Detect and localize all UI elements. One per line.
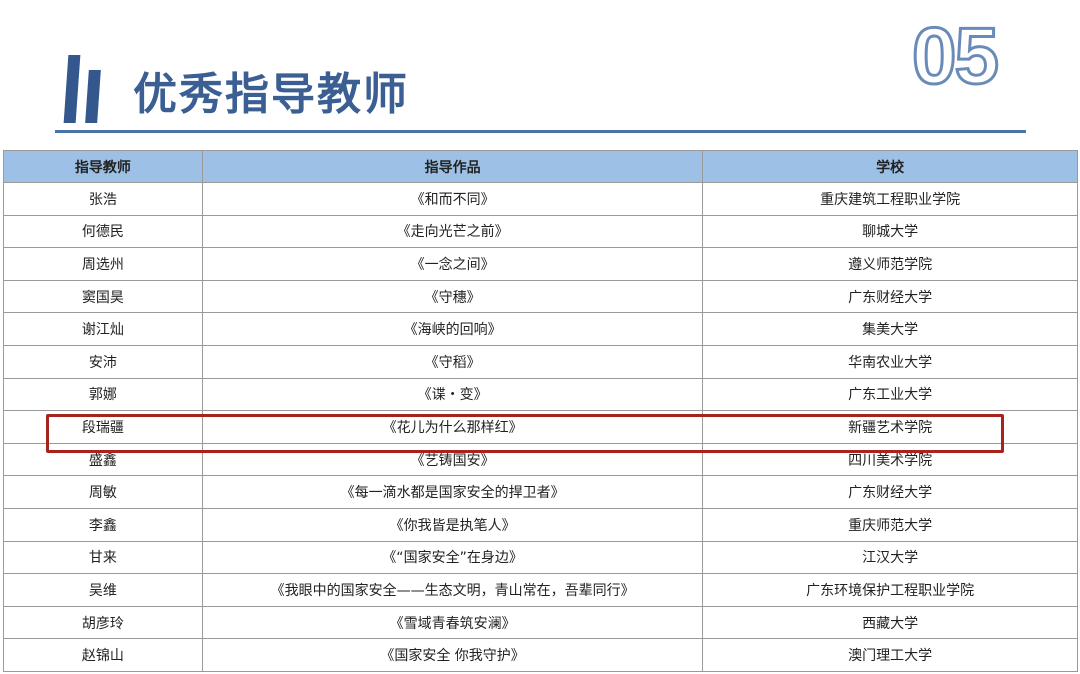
school-cell: 重庆建筑工程职业学院: [702, 182, 1078, 216]
teacher-cell: 李鑫: [3, 507, 203, 542]
work-cell: 《每一滴水都是国家安全的捍卫者》: [201, 475, 704, 509]
school-cell: 四川美术学院: [702, 442, 1078, 477]
school-cell: 澳门理工大学: [702, 638, 1078, 672]
work-cell: 《花儿为什么那样红》: [201, 410, 704, 444]
teacher-cell: 段瑞疆: [3, 410, 203, 444]
title-bar-decoration: [63, 55, 81, 123]
table-row: 盛鑫 《艺铸国安》 四川美术学院: [3, 442, 1078, 477]
work-cell: 《国家安全 你我守护》: [201, 638, 704, 672]
table-row: 窦国昊 《守穗》 广东财经大学: [3, 279, 1078, 314]
work-cell: 《一念之间》: [201, 247, 704, 281]
page-title: 优秀指导教师: [133, 69, 409, 120]
work-cell: 《你我皆是执笔人》: [201, 507, 704, 542]
teachers-table: 指导教师 指导作品 学校 张浩 《和而不同》 重庆建筑工程职业学院 何德民 《走向光芒之…: [3, 150, 1078, 672]
table-row: 安沛 《守稻》 华南农业大学: [3, 344, 1078, 379]
table-row: 甘来 《“国家安全”在身边》 江汉大学: [3, 540, 1078, 575]
teacher-cell: 谢江灿: [3, 312, 203, 346]
table-row: 段瑞疆 《花儿为什么那样红》 新疆艺术学院: [3, 410, 1078, 444]
teacher-cell: 何德民: [3, 214, 203, 249]
school-cell: 广东工业大学: [702, 377, 1078, 412]
teacher-cell: 甘来: [3, 540, 203, 575]
school-cell: 重庆师范大学: [702, 507, 1078, 542]
school-cell: 华南农业大学: [702, 344, 1078, 379]
work-cell: 《守穗》: [201, 279, 704, 314]
work-cell: 《艺铸国安》: [201, 442, 704, 477]
work-cell: 《“国家安全”在身边》: [201, 540, 704, 575]
teacher-cell: 郭娜: [3, 377, 203, 412]
table-row: 吴维 《我眼中的国家安全——生态文明，青山常在，吾辈同行》 广东环境保护工程职业学院: [3, 573, 1078, 607]
work-cell: 《走向光芒之前》: [201, 214, 704, 249]
title-divider: [55, 130, 1026, 133]
column-header: 指导作品: [201, 150, 704, 183]
title-bar-decoration: [85, 70, 101, 123]
teacher-cell: 盛鑫: [3, 442, 203, 477]
table-header-row: 指导教师 指导作品 学校: [3, 150, 1078, 183]
school-cell: 新疆艺术学院: [702, 410, 1078, 444]
section-number: 05: [911, 10, 1001, 102]
table-row: 张浩 《和而不同》 重庆建筑工程职业学院: [3, 182, 1078, 216]
table-row: 周敏 《每一滴水都是国家安全的捍卫者》 广东财经大学: [3, 475, 1078, 509]
table-row: 胡彦玲 《雪域青春筑安澜》 西藏大学: [3, 605, 1078, 640]
teacher-cell: 安沛: [3, 344, 203, 379]
work-cell: 《雪域青春筑安澜》: [201, 605, 704, 640]
school-cell: 江汉大学: [702, 540, 1078, 575]
teacher-cell: 张浩: [3, 182, 203, 216]
teacher-cell: 赵锦山: [3, 638, 203, 672]
teacher-cell: 窦国昊: [3, 279, 203, 314]
work-cell: 《海峡的回响》: [201, 312, 704, 346]
teacher-cell: 吴维: [3, 573, 203, 607]
school-cell: 集美大学: [702, 312, 1078, 346]
work-cell: 《守稻》: [201, 344, 704, 379]
teacher-cell: 周选州: [3, 247, 203, 281]
teacher-cell: 胡彦玲: [3, 605, 203, 640]
table-row: 何德民 《走向光芒之前》 聊城大学: [3, 214, 1078, 249]
column-header: 指导教师: [3, 150, 203, 183]
table-row: 赵锦山 《国家安全 你我守护》 澳门理工大学: [3, 638, 1078, 672]
school-cell: 广东财经大学: [702, 279, 1078, 314]
table-row: 李鑫 《你我皆是执笔人》 重庆师范大学: [3, 507, 1078, 542]
table-row: 谢江灿 《海峡的回响》 集美大学: [3, 312, 1078, 346]
column-header: 学校: [702, 150, 1078, 183]
school-cell: 西藏大学: [702, 605, 1078, 640]
school-cell: 广东财经大学: [702, 475, 1078, 509]
table-row: 周选州 《一念之间》 遵义师范学院: [3, 247, 1078, 281]
school-cell: 广东环境保护工程职业学院: [702, 573, 1078, 607]
work-cell: 《和而不同》: [201, 182, 704, 216]
work-cell: 《谍・变》: [201, 377, 704, 412]
school-cell: 聊城大学: [702, 214, 1078, 249]
work-cell: 《我眼中的国家安全——生态文明，青山常在，吾辈同行》: [201, 573, 704, 607]
school-cell: 遵义师范学院: [702, 247, 1078, 281]
table-row: 郭娜 《谍・变》 广东工业大学: [3, 377, 1078, 412]
teacher-cell: 周敏: [3, 475, 203, 509]
